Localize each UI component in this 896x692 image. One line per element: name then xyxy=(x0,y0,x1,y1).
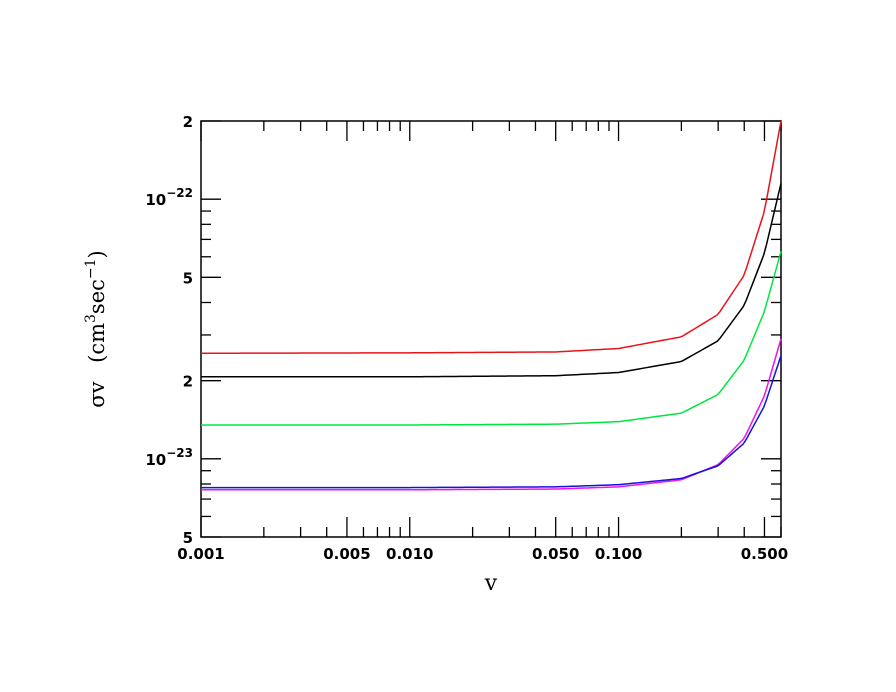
y-tick-label: 10−22 xyxy=(145,186,193,209)
x-tick-label: 0.005 xyxy=(323,545,370,563)
x-tick-label: 0.500 xyxy=(741,545,788,563)
y-axis-label: σv (cm3sec−1) xyxy=(83,250,109,408)
x-tick-label: 0.050 xyxy=(532,545,579,563)
y-tick-labels: 5 10−23 2 5 10−22 2 xyxy=(145,113,193,547)
x-tick-labels: 0.001 0.005 0.010 0.050 0.100 0.500 xyxy=(177,545,788,563)
y-tick-label: 2 xyxy=(183,373,193,391)
x-tick-label: 0.100 xyxy=(595,545,642,563)
y-tick-label: 10−23 xyxy=(145,446,193,469)
y-tick-label: 5 xyxy=(183,269,193,287)
y-tick-label: 2 xyxy=(183,113,193,131)
series-line-5 xyxy=(201,355,782,489)
plot-frame xyxy=(200,120,782,538)
series-line-3 xyxy=(201,251,782,426)
x-axis-label: v xyxy=(484,571,498,596)
x-tick-label: 0.010 xyxy=(386,545,433,563)
ticks xyxy=(200,120,782,538)
x-tick-label: 0.001 xyxy=(177,545,224,563)
y-tick-label: 5 xyxy=(183,529,193,547)
series-line-2 xyxy=(201,183,782,378)
series-lines xyxy=(200,120,782,491)
series-line-1 xyxy=(200,120,782,355)
series-line-4 xyxy=(201,338,782,491)
